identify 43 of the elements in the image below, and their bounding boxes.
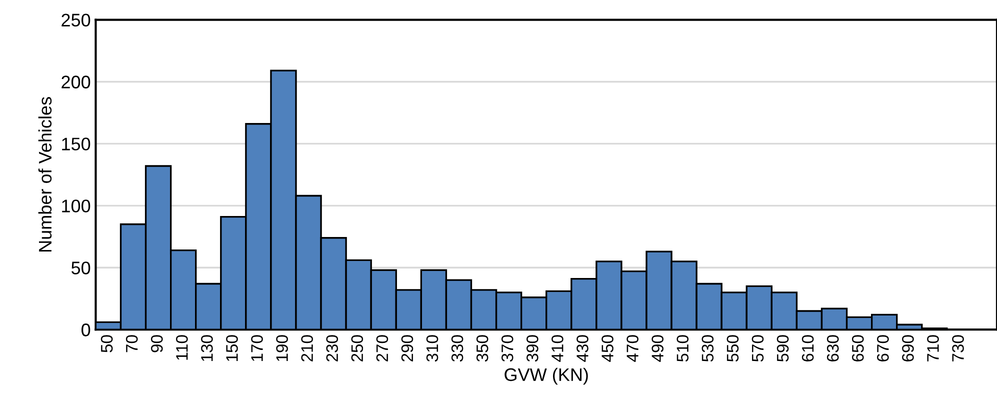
x-tick-label: 310 <box>426 335 438 362</box>
x-tick-label: 190 <box>276 335 288 361</box>
x-tick-label: 550 <box>726 335 739 362</box>
y-axis-title: Number of Vehicles <box>38 97 52 252</box>
y-tick-label: 200 <box>62 76 90 88</box>
x-tick-label: 610 <box>802 335 814 362</box>
x-tick-label: 690 <box>902 335 914 362</box>
y-tick-label: 100 <box>62 200 90 212</box>
x-tick-label: 510 <box>676 335 689 362</box>
x-tick-label: 670 <box>877 335 889 362</box>
x-tick-label: 530 <box>702 335 714 362</box>
x-tick-label: 90 <box>150 335 163 352</box>
x-tick-label: 110 <box>176 335 188 360</box>
x-tick-label: 730 <box>952 335 964 362</box>
x-axis-title: GVW (KN) <box>504 368 588 385</box>
x-tick-label: 410 <box>552 335 564 362</box>
x-tick-label: 250 <box>351 335 364 362</box>
x-tick-label: 490 <box>652 335 664 362</box>
x-tick-label: 50 <box>100 335 113 352</box>
y-tick-label: 0 <box>82 324 90 336</box>
x-tick-label: 430 <box>576 335 588 362</box>
x-tick-label: 370 <box>501 335 514 362</box>
x-tick-label: 70 <box>126 335 138 352</box>
x-tick-label: 570 <box>752 335 764 362</box>
x-tick-label: 150 <box>226 335 238 361</box>
y-tick-label: 50 <box>71 262 90 274</box>
y-tick-label: 150 <box>62 138 90 150</box>
x-tick-label: 170 <box>251 335 263 361</box>
x-tick-label: 330 <box>451 335 464 362</box>
x-tick-label: 470 <box>626 335 638 362</box>
x-tick-label: 290 <box>401 335 414 362</box>
x-tick-label: 630 <box>826 335 839 362</box>
y-tick-label: 250 <box>62 14 90 26</box>
x-tick-label: 210 <box>301 335 313 362</box>
x-tick-label: 590 <box>776 335 789 362</box>
x-tick-label: 710 <box>927 335 939 362</box>
x-tick-label: 270 <box>376 335 388 362</box>
x-tick-label: 350 <box>476 335 488 362</box>
x-tick-label: 390 <box>526 335 538 362</box>
x-tick-label: 650 <box>852 335 864 362</box>
x-tick-label: 450 <box>602 335 614 362</box>
x-tick-label: 230 <box>326 335 338 362</box>
x-tick-label: 130 <box>201 335 213 361</box>
